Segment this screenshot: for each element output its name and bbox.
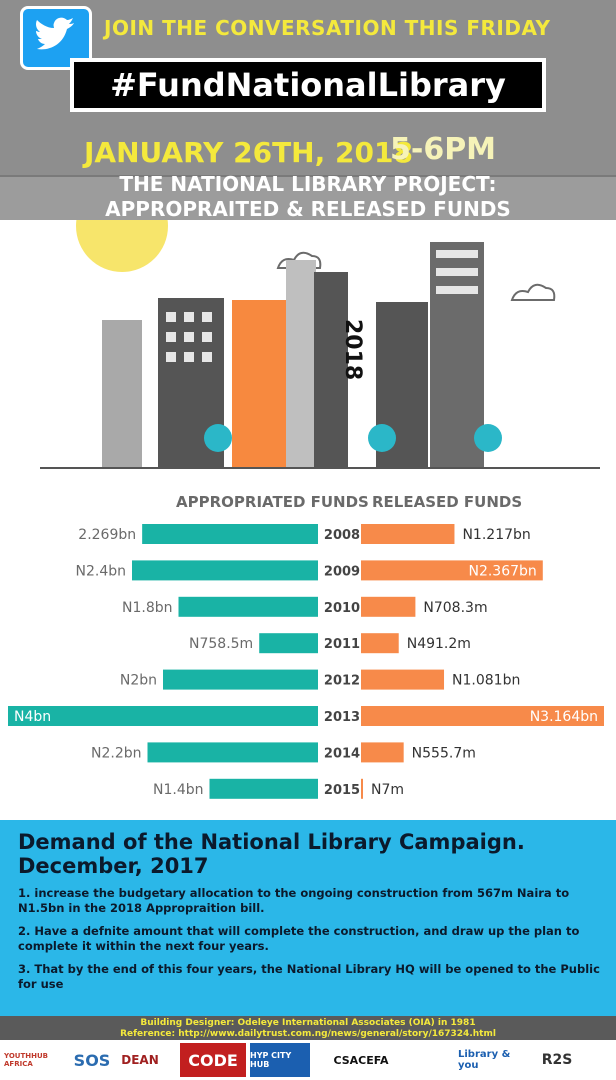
bar-appropriated: [8, 706, 318, 726]
logo-library-and-you: Library & you: [458, 1049, 511, 1071]
tree-icon: [368, 424, 396, 452]
released-value-label: N491.2m: [407, 636, 471, 652]
demand-panel: [0, 820, 616, 1016]
project-title-line1: THE NATIONAL LIBRARY PROJECT:: [119, 172, 497, 196]
reference-link: Reference: http://www.dailytrust.com.ng/…: [120, 1029, 496, 1039]
bar-released: [361, 560, 543, 581]
year-label: 2009: [324, 564, 360, 579]
appropriated-value-label: N1.4bn: [153, 782, 204, 798]
building: [102, 320, 142, 468]
bar-released: [361, 669, 445, 690]
demand-item: 1. increase the budgetary allocation to …: [18, 886, 570, 915]
legend-appropriated: APPROPRIATED FUNDS: [176, 493, 369, 511]
bar-appropriated: [142, 524, 318, 544]
demand-title: Demand of the National Library Campaign.…: [18, 830, 525, 878]
event-time: 5-6PM: [390, 132, 497, 167]
bar-released: [361, 778, 363, 799]
appropriated-value-label: N2bn: [120, 673, 157, 689]
year-label: 2012: [324, 674, 360, 689]
building-orange: [232, 300, 292, 468]
event-date: JANUARY 26TH, 2018: [84, 136, 413, 169]
appropriated-value-label: 2.269bn: [78, 527, 136, 543]
building-2018: [314, 272, 348, 468]
bar-appropriated: [147, 742, 318, 763]
bar-appropriated: [178, 596, 318, 617]
year-label: 2008: [324, 528, 360, 543]
logo-r2s: R2S: [541, 1052, 573, 1068]
year-label: 2014: [324, 746, 360, 761]
logo-dean: DEAN: [121, 1053, 159, 1067]
demand-item: 3. That by the end of this four years, t…: [18, 962, 600, 991]
year-label: 2011: [324, 637, 360, 652]
project-title-line2: APPROPRAITED & RELEASED FUNDS: [105, 197, 511, 221]
bar-appropriated: [132, 560, 318, 581]
released-value-label: N1.217bn: [462, 527, 530, 543]
join-text: JOIN THE CONVERSATION THIS FRIDAY: [104, 16, 551, 40]
released-value-label: N555.7m: [412, 745, 476, 761]
hashtag-title: #FundNationalLibrary: [70, 58, 546, 112]
logo-csacefa: CSACEFA: [333, 1053, 389, 1067]
building: [286, 260, 316, 468]
year-label: 2010: [324, 601, 360, 616]
appropriated-value-label: N1.8bn: [122, 600, 173, 616]
appropriated-value-label: N2.2bn: [91, 745, 142, 761]
bar-released: [361, 742, 404, 763]
legend-released: RELEASED FUNDS: [372, 493, 523, 511]
bar-released: [361, 633, 399, 654]
bar-released: [361, 524, 455, 544]
year-label: 2015: [324, 783, 360, 798]
released-value-label: N7m: [371, 782, 404, 798]
released-value-label: N2.367bn: [468, 563, 536, 579]
bar-appropriated: [259, 633, 318, 654]
designer-credit: Building Designer: Odeleye International…: [140, 1018, 476, 1028]
bar-released: [361, 596, 416, 617]
building-year: 2018: [340, 319, 365, 380]
appropriated-value-label: N2.4bn: [76, 563, 127, 579]
appropriated-value-label: N4bn: [14, 709, 51, 725]
year-label: 2013: [324, 710, 360, 725]
bar-appropriated: [209, 778, 318, 799]
cloud-icon: [276, 251, 556, 301]
released-value-label: N708.3m: [423, 600, 487, 616]
logo-sos: SOS: [73, 1050, 111, 1070]
tree-icon: [474, 424, 502, 452]
released-value-label: N1.081bn: [452, 673, 520, 689]
tree-icon: [204, 424, 232, 452]
sun-icon: [76, 180, 168, 272]
header-band: [0, 175, 616, 222]
appropriated-value-label: N758.5m: [189, 636, 253, 652]
logo-hypcityhub: HYP CITY HUB: [250, 1043, 310, 1077]
project-title: THE NATIONAL LIBRARY PROJECT: APPROPRAIT…: [0, 172, 616, 222]
bar-appropriated: [163, 669, 318, 690]
logo-code: CODE: [180, 1043, 246, 1077]
demand-item: 2. Have a defnite amount that will compl…: [18, 924, 580, 953]
bar-released: [361, 706, 604, 726]
building: [430, 242, 484, 468]
released-value-label: N3.164bn: [530, 709, 598, 725]
city-illustration: 2018: [0, 180, 616, 482]
logo-youthhub: YOUTHHUB AFRICA: [4, 1052, 48, 1068]
